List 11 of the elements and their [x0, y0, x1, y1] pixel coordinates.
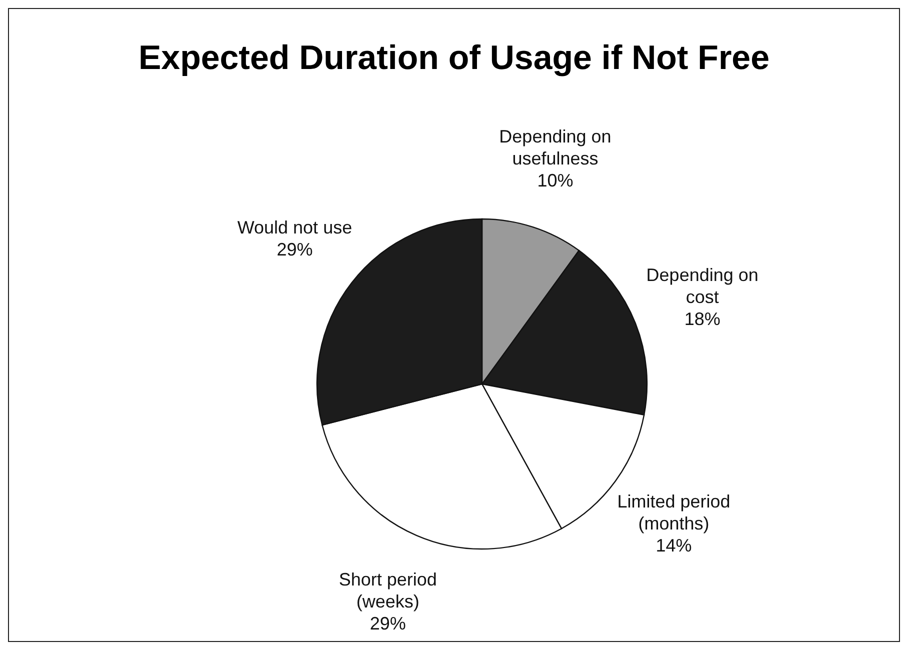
data-label: 14% — [656, 535, 692, 556]
slice-label: Limited period (months) — [617, 491, 730, 534]
data-label: 18% — [684, 308, 720, 329]
slice-label: Depending on usefulness — [499, 126, 612, 169]
chart-title: Expected Duration of Usage if Not Free — [138, 38, 770, 79]
slice-label: Would not use — [237, 218, 352, 238]
slice-label: Depending on cost — [646, 264, 758, 307]
slice-label: Short period (weeks) — [338, 570, 437, 612]
data-label: 10% — [537, 170, 574, 191]
data-label: 29% — [276, 240, 313, 260]
data-label: 29% — [370, 614, 406, 634]
